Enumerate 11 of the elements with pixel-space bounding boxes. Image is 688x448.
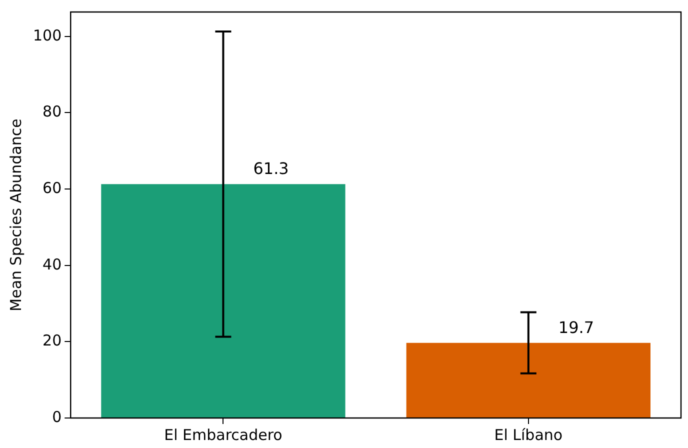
y-tick-label: 60 xyxy=(42,178,62,197)
y-tick-label: 40 xyxy=(42,255,62,274)
data-label: 61.3 xyxy=(253,159,289,178)
x-tick-label: El Embarcadero xyxy=(164,426,282,444)
y-tick-label: 0 xyxy=(52,408,62,426)
y-tick-label: 100 xyxy=(32,26,62,44)
y-tick-label: 80 xyxy=(42,102,62,121)
data-label: 19.7 xyxy=(558,318,594,337)
y-axis-title: Mean Species Abundance xyxy=(6,118,25,312)
y-tick-label: 20 xyxy=(42,332,62,350)
x-tick-label: El Líbano xyxy=(494,426,563,444)
